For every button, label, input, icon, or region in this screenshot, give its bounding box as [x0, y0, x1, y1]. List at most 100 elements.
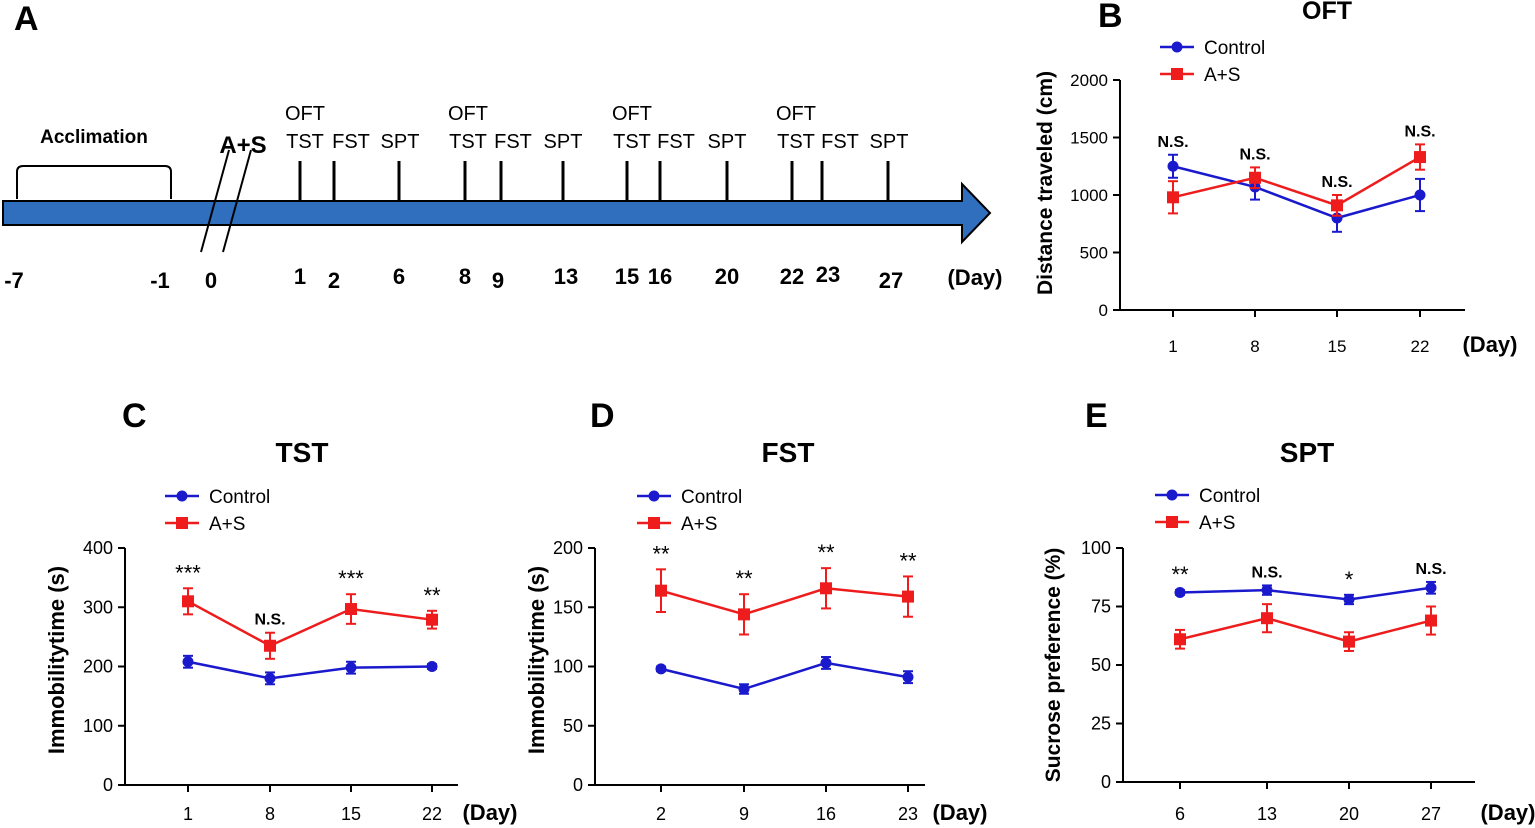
x-tick-label: 8: [1250, 337, 1259, 356]
timeline-tick-group: [298, 161, 890, 201]
data-point-control: [1414, 189, 1426, 201]
significance-annotation: N.S.: [1321, 174, 1352, 191]
data-point-as: [182, 595, 194, 608]
timeline-day-label: 1: [294, 264, 306, 289]
y-tick-label: 1500: [1070, 129, 1108, 148]
timeline-day-label: 23: [816, 262, 840, 287]
data-point-as: [1331, 199, 1343, 212]
x-tick-label: 15: [341, 804, 361, 824]
timeline-day-label: -7: [4, 268, 24, 293]
y-axis-label: Immobilitytime (s): [44, 566, 69, 754]
significance-annotation: N.S.: [1239, 146, 1270, 163]
y-tick-label: 100: [553, 657, 583, 677]
test-label-tst: TST: [449, 131, 487, 153]
timeline-day-labels: -7 -1 0 1 2 6 8 9 13 15 16 20 22 23 27: [4, 262, 903, 293]
x-tick-label: 20: [1339, 804, 1359, 824]
y-axis-label: Distance traveled (cm): [1034, 71, 1057, 295]
y-tick-label: 0: [1099, 301, 1108, 320]
y-tick-label: 50: [563, 716, 583, 736]
y-tick-label: 75: [1091, 597, 1111, 617]
data-point-as: [1425, 614, 1437, 627]
test-label-spt: SPT: [381, 131, 420, 153]
legend-label: A+S: [1199, 513, 1235, 534]
timeline-panel: A Acclimation A+S OFT TST FST SPT OFT TST FST S…: [2, 0, 1003, 293]
timeline-day-label: 27: [879, 268, 903, 293]
test-label-spt: SPT: [708, 131, 747, 153]
significance-annotation: **: [423, 583, 441, 608]
legend-label: Control: [1199, 486, 1260, 507]
timeline-day-label: 13: [554, 264, 578, 289]
test-label-spt: SPT: [870, 131, 909, 153]
series-line: [660, 661, 909, 691]
data-point-as: [655, 584, 667, 597]
legend-marker-as: [176, 517, 188, 529]
x-tick-label: 16: [816, 804, 836, 824]
x-axis-unit: (Day): [1480, 800, 1535, 825]
test-label-fst: FST: [332, 131, 370, 153]
data-point-as: [1343, 635, 1355, 648]
legend-label: Control: [209, 487, 270, 508]
timeline-day-label: 8: [459, 264, 471, 289]
panel-letter-a: A: [14, 0, 39, 38]
data-point-control: [1174, 586, 1186, 598]
x-tick-label: 23: [898, 804, 918, 824]
significance-annotation: **: [899, 548, 917, 573]
significance-annotation: **: [652, 541, 670, 566]
axis-break-line: [200, 149, 230, 253]
legend-marker-as: [1166, 516, 1178, 528]
legend-label: A+S: [1204, 65, 1240, 86]
timeline-day-label: 15: [615, 264, 639, 289]
legend-marker-control: [1171, 41, 1183, 53]
data-point-control: [655, 663, 667, 675]
y-tick-label: 100: [1081, 538, 1111, 558]
x-axis-unit: (Day): [1462, 332, 1517, 357]
acclimation-bracket: [16, 165, 172, 199]
data-point-as: [1174, 633, 1186, 646]
x-axis-unit: (Day): [462, 800, 517, 825]
data-point-as: [902, 590, 914, 603]
chart-tst: C TST 0 100 200 300 400 1 8 15 22 (Day) Immobilityti…: [44, 397, 518, 825]
y-tick-label: 150: [553, 597, 583, 617]
test-label-oft: OFT: [448, 103, 488, 125]
data-point-control: [426, 661, 438, 672]
data-point-control: [1167, 160, 1179, 172]
test-label-spt: SPT: [544, 131, 583, 153]
data-point-as: [1167, 191, 1179, 204]
series-line: [1172, 165, 1421, 220]
test-label-oft: OFT: [776, 103, 816, 125]
timeline-day-unit: (Day): [947, 265, 1002, 290]
chart-fst: D FST 0 50 100 150 200 2 9 16 23 (Day) Immobilitytim…: [524, 397, 988, 825]
x-tick-label: 1: [183, 804, 193, 824]
significance-annotation: ***: [338, 566, 364, 591]
data-point-control: [1425, 582, 1437, 594]
legend-marker-control: [176, 490, 188, 502]
chart-oft: B OFT 0 500 1000 1500 2000 1 8 15 22 (Day) Distance …: [1034, 0, 1518, 357]
x-tick-label: 6: [1175, 804, 1185, 824]
x-tick-label: 2: [656, 804, 666, 824]
y-tick-label: 200: [553, 538, 583, 558]
legend-label: A+S: [681, 514, 717, 535]
y-tick-label: 200: [83, 657, 113, 677]
test-label-tst: TST: [613, 131, 651, 153]
legend-marker-control: [648, 490, 660, 502]
test-label-oft: OFT: [612, 103, 652, 125]
data-point-control: [1343, 593, 1355, 605]
timeline-day-label: 9: [492, 268, 504, 293]
legend-marker-control: [1166, 489, 1178, 501]
panel-letter: E: [1085, 397, 1108, 435]
data-point-as: [820, 582, 832, 595]
y-tick-label: 0: [103, 775, 113, 795]
legend-marker-as: [648, 517, 660, 529]
x-tick-label: 9: [739, 804, 749, 824]
data-point-as: [1414, 151, 1426, 164]
panel-letter: B: [1098, 0, 1123, 35]
x-tick-label: 27: [1421, 804, 1441, 824]
series-line: [1179, 616, 1432, 643]
data-point-control: [820, 657, 832, 669]
test-label-fst: FST: [657, 131, 695, 153]
series-line: [660, 587, 909, 616]
legend-label: A+S: [209, 514, 245, 535]
series-line: [1172, 155, 1421, 207]
significance-annotation: **: [735, 566, 753, 591]
